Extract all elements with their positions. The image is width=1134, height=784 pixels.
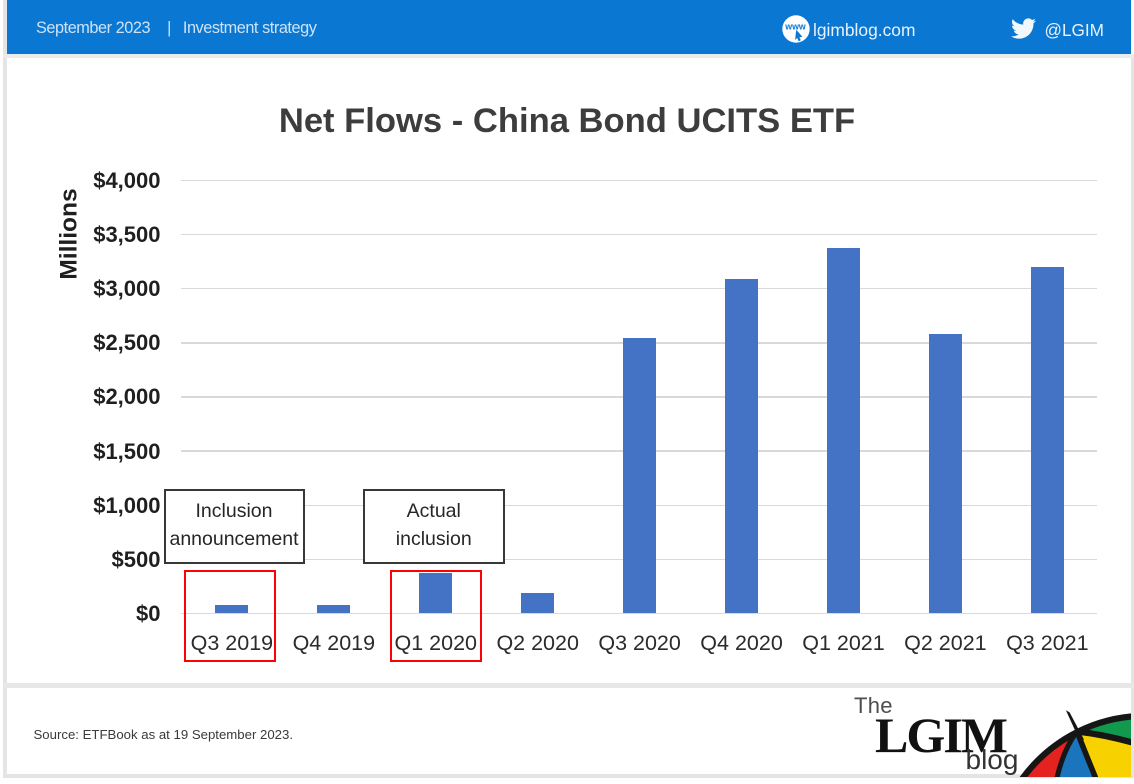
svg-text:www: www [784, 22, 806, 32]
